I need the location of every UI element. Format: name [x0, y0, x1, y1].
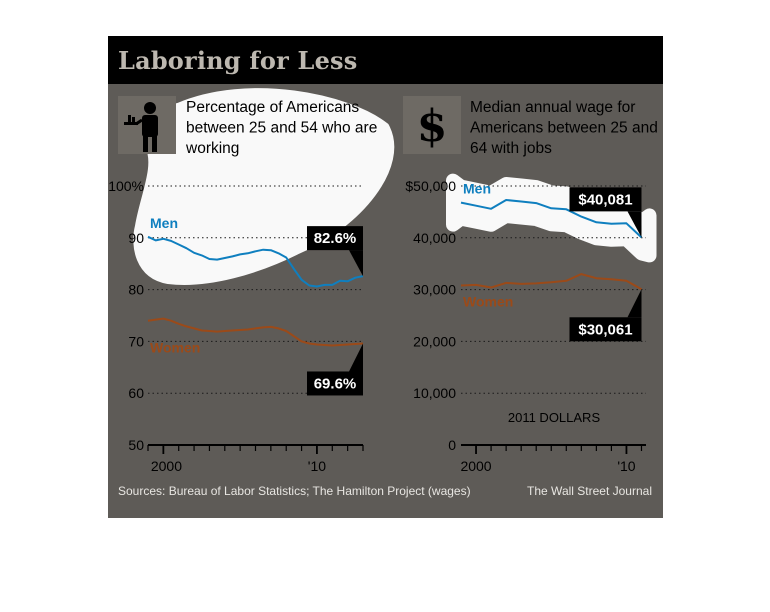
series-name-men: Men	[150, 215, 178, 231]
chart-title-line: 64 with jobs	[470, 140, 552, 157]
chart-title-line: Percentage of Americans	[186, 99, 359, 116]
callout-text: $40,081	[578, 191, 632, 208]
chart-panel: Laboring for Less Percentage of American…	[108, 36, 663, 518]
callout-women: 69.6%	[307, 343, 363, 395]
waiter-icon	[118, 96, 176, 154]
y-tick-label: 30,000	[413, 282, 456, 298]
x-tick-label: '10	[308, 458, 326, 474]
sources-note: Sources: Bureau of Labor Statistics; The…	[118, 484, 471, 498]
series-name-women: Women	[150, 340, 200, 356]
y-tick-label: 40,000	[413, 230, 456, 246]
y-tick-label: 70	[128, 333, 144, 349]
chart-1: Percentage of Americans between 25 and 54…	[108, 91, 391, 474]
series-name-men: Men	[463, 181, 491, 197]
callout-men: 82.6%	[307, 226, 363, 276]
chart-title-line: working	[185, 140, 239, 157]
dollar-icon: $	[403, 96, 461, 154]
series-name-women: Women	[463, 293, 513, 309]
series-line-women	[461, 274, 642, 289]
y-tick-label: 0	[448, 437, 456, 453]
x-tick-label: 2000	[151, 458, 182, 474]
chart-2: $ Median annual wage for Americans between…	[403, 96, 658, 474]
waiter-head	[144, 102, 156, 114]
callout-text: 69.6%	[314, 375, 357, 392]
callout-pointer	[349, 343, 363, 371]
waiter-body	[142, 115, 158, 137]
waiter-leg-left	[143, 136, 148, 152]
waiter-leg-right	[152, 136, 157, 152]
publisher-credit: The Wall Street Journal	[527, 484, 652, 498]
chart-title-line: between 25 and 54 who are	[186, 120, 377, 137]
callout-pointer	[627, 289, 641, 317]
y-tick-label: 60	[128, 385, 144, 401]
chart-title-2: Median annual wage for Americans between …	[470, 99, 658, 157]
waiter-cup	[132, 117, 135, 122]
x-tick-label: '10	[617, 458, 635, 474]
y-tick-label: 90	[128, 230, 144, 246]
waiter-glass	[128, 115, 131, 122]
callout-pointer	[349, 250, 363, 276]
y-tick-label: 80	[128, 282, 144, 298]
x-tick-label: 2000	[460, 458, 491, 474]
y-tick-label: 10,000	[413, 385, 456, 401]
chart-title-line: Americans between 25 and	[470, 120, 658, 137]
unit-note: 2011 DOLLARS	[508, 410, 601, 425]
chart-title-line: Median annual wage for	[470, 99, 635, 116]
y-tick-label: $50,000	[405, 178, 456, 194]
y-tick-label: 100%	[108, 178, 144, 194]
callout-women: $30,061	[569, 289, 641, 341]
callout-text: $30,061	[578, 321, 632, 338]
y-tick-label: 20,000	[413, 333, 456, 349]
callout-text: 82.6%	[314, 230, 357, 247]
dollar-glyph: $	[417, 101, 448, 152]
y-tick-label: 50	[128, 437, 144, 453]
chart-area: Percentage of Americans between 25 and 54…	[108, 36, 663, 518]
